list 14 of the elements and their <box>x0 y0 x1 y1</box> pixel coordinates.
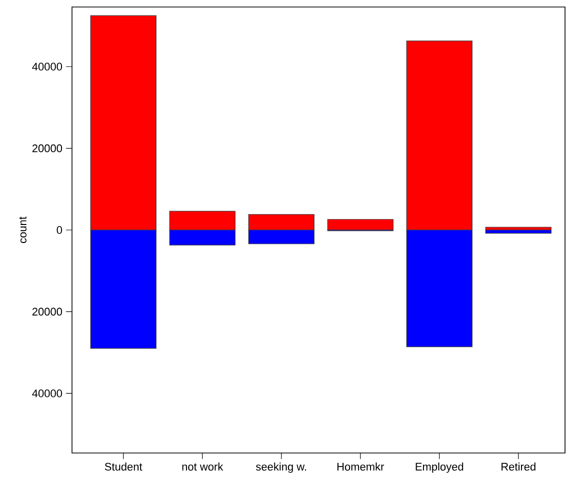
x-tick-label: Student <box>104 462 142 471</box>
y-tick-label: 20000 <box>32 144 62 152</box>
y-tick-label: 40000 <box>32 62 62 71</box>
bar <box>327 219 394 230</box>
y-axis-title: count <box>19 216 26 243</box>
y-tick-label: 20000 <box>32 308 62 316</box>
y-tick-label: 0 <box>56 226 62 234</box>
x-tick-label: Employed <box>416 462 464 473</box>
x-tick-label: seeking w. <box>256 462 306 473</box>
x-tick-label: Retired <box>502 462 536 471</box>
x-tick-label: Homemkr <box>337 462 384 471</box>
bar <box>485 230 552 234</box>
y-tick-label: 40000 <box>32 389 62 398</box>
x-tick-label: not work <box>182 462 224 471</box>
